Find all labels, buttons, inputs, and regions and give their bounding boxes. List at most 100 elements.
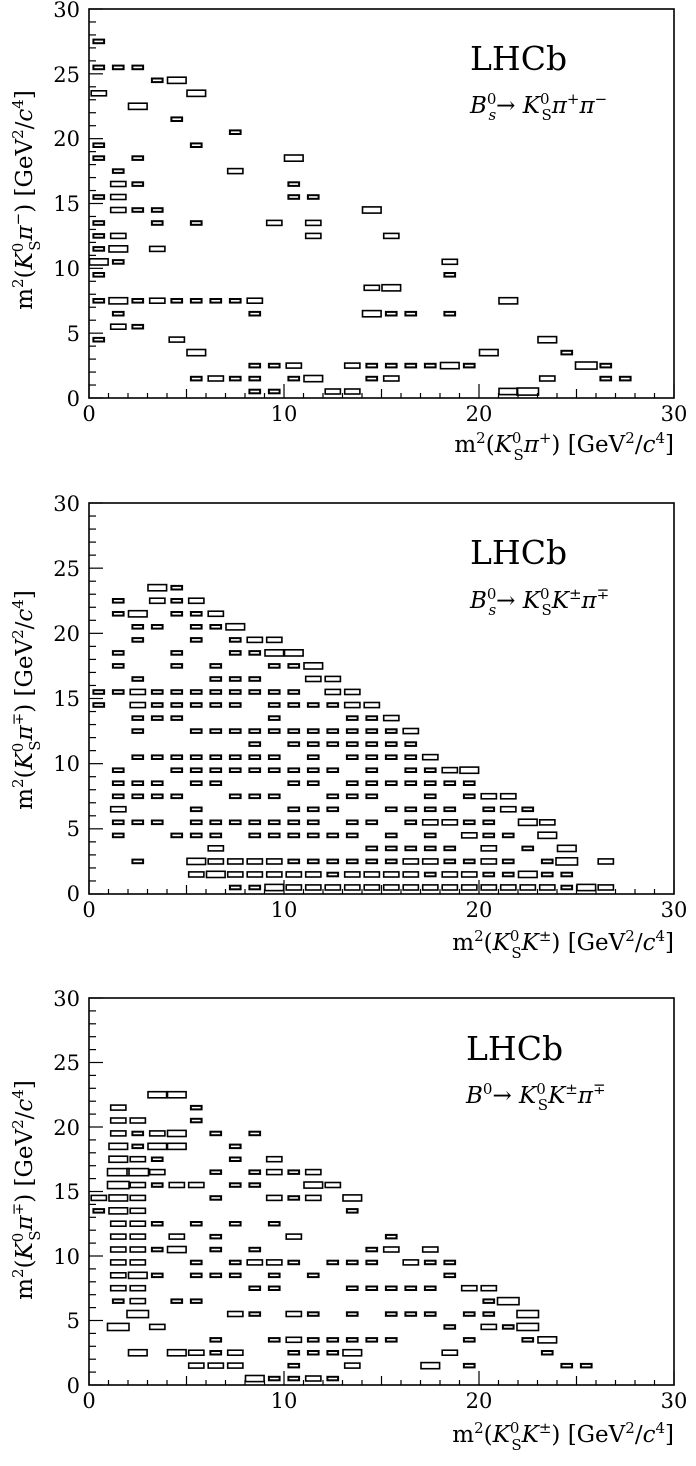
histogram-bin [287,194,301,200]
histogram-bin [267,1272,281,1279]
histogram-bin [189,220,203,226]
histogram-bin [443,310,457,317]
histogram-bin [342,1194,363,1202]
histogram-bin [306,728,320,734]
histogram-bin [441,884,459,891]
histogram-bin [303,374,324,383]
histogram-bin [92,336,106,343]
histogram-bin [306,1272,320,1279]
histogram-bin [421,1246,439,1253]
histogram-bin [382,884,400,891]
histogram-bin [560,884,574,891]
histogram-bin [267,1375,281,1382]
histogram-bin [404,741,418,747]
histogram-bin [516,1322,540,1332]
histogram-bin [441,258,459,266]
histogram-bin [304,219,322,227]
histogram-bin [131,754,145,761]
histogram-bin [189,1104,203,1111]
histogram-bin [189,754,203,761]
histogram-bin [343,388,361,395]
histogram-bin [129,1117,147,1124]
histogram-bin [324,688,342,696]
histogram-bin [246,636,264,644]
histogram-bin [248,1285,262,1291]
histogram-bin [126,1167,150,1177]
histogram-bin [111,168,125,174]
histogram-bin [189,832,203,839]
histogram-bin [150,77,164,84]
histogram-bin [404,1285,418,1291]
histogram-bin [207,610,225,618]
histogram-bin [324,675,342,683]
histogram-bin [228,1221,242,1227]
histogram-bin [129,1246,147,1253]
histogram-bin [538,375,556,382]
histogram-bin [209,1272,223,1279]
histogram-bin [131,1130,145,1137]
histogram-bin [111,663,125,669]
histogram-bin [345,819,359,826]
bins-layer [90,1090,593,1383]
y-tick-label: 20 [53,622,80,646]
histogram-bin [207,844,225,852]
histogram-bin [109,232,127,240]
histogram-bin [480,844,498,852]
histogram-bin [150,780,164,787]
histogram-bin [326,1337,340,1343]
histogram-bin [404,1311,418,1317]
y-tick-label: 10 [53,257,80,281]
histogram-bin [150,689,164,695]
histogram-bin [402,858,420,865]
histogram-bin [189,780,203,787]
histogram-bin [265,636,283,644]
histogram-bin [148,1323,166,1331]
histogram-bin [462,793,476,800]
histogram-bin [326,871,340,878]
histogram-bin [421,884,439,891]
histogram-bin [168,336,186,343]
histogram-bin [209,767,223,774]
histogram-bin [382,375,400,382]
y-tick-label: 0 [67,1374,80,1398]
histogram-bin [560,871,574,878]
histogram-bin [538,884,556,891]
y-tick-label: 15 [53,1180,80,1204]
histogram-bin [111,259,125,265]
histogram-bin [248,650,262,656]
histogram-bin [517,870,538,879]
histogram-bin [482,819,496,826]
histogram-bin [404,806,418,813]
histogram-bin [108,296,129,305]
histogram-bin [129,1155,147,1163]
histogram-bin [131,207,145,213]
x-axis-title: m2(K0 SK±) [GeV2/c4] [452,1419,674,1454]
histogram-bin [106,1167,130,1177]
histogram-bin [326,1350,340,1356]
bins-layer [88,38,632,396]
histogram-bin [326,858,340,865]
histogram-bin [304,884,322,891]
panel-1: 0 5 10 15 20 25 30 0 10 20 30 m2(K0 Sπ+) … [9,0,687,464]
histogram-bin [228,1143,242,1150]
y-tick-label: 30 [53,987,80,1011]
histogram-bin [226,167,244,175]
histogram-bin [345,832,359,839]
y-tick-label: 15 [53,192,80,216]
histogram-bin [92,702,106,708]
histogram-bin [402,871,420,878]
histogram-bin [306,832,320,839]
histogram-bin [404,845,418,852]
histogram-bin [209,1169,223,1175]
histogram-bin [170,116,184,123]
histogram-bin [306,702,320,708]
histogram-bin [109,1259,127,1266]
histogram-bin [365,1337,379,1343]
histogram-bin [423,780,437,787]
histogram-bin [92,220,106,226]
histogram-bin [574,361,598,370]
histogram-bin [92,233,106,239]
histogram-bin [189,1259,203,1266]
histogram-bin [228,767,242,774]
histogram-bin [343,688,361,696]
